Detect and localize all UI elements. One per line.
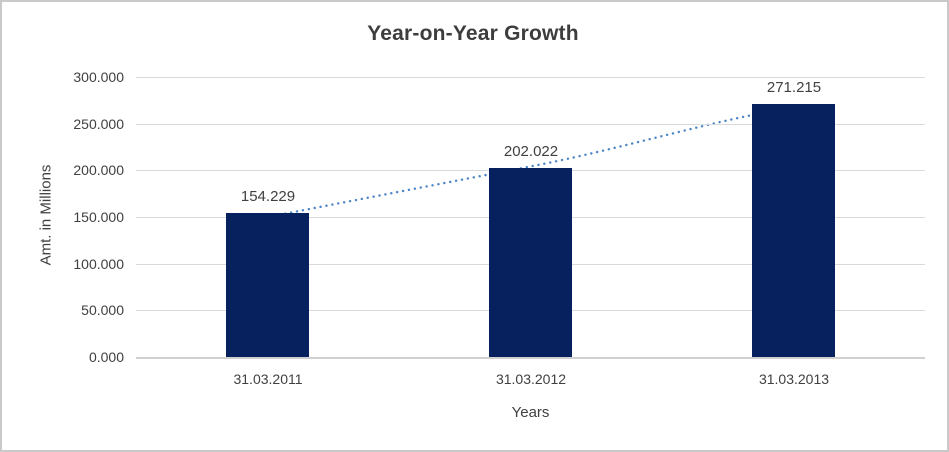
x-tick-label: 31.03.2011: [233, 371, 303, 387]
x-axis-title: Years: [511, 404, 550, 421]
x-tick-label: 31.03.2012: [495, 371, 567, 387]
gridline: [136, 77, 925, 78]
y-tick-label: 0.000: [88, 349, 124, 365]
data-label: 202.022: [503, 143, 559, 160]
y-tick-label: 150.000: [73, 209, 124, 225]
y-tick-label: 250.000: [73, 116, 124, 132]
data-label: 154.229: [240, 188, 296, 205]
data-label: 271.215: [766, 79, 822, 96]
x-axis-line: [136, 357, 925, 359]
bar-31.03.2013: [752, 104, 835, 357]
y-tick-label: 300.000: [73, 69, 124, 85]
chart-title: Year-on-Year Growth: [367, 22, 579, 45]
bar-31.03.2011: [226, 213, 309, 357]
y-tick-label: 200.000: [73, 162, 124, 178]
y-tick-label: 100.000: [73, 256, 124, 272]
x-tick-label: 31.03.2013: [758, 371, 830, 387]
y-tick-label: 50.000: [81, 302, 124, 318]
bar-31.03.2012: [489, 168, 572, 357]
gridline: [136, 124, 925, 125]
